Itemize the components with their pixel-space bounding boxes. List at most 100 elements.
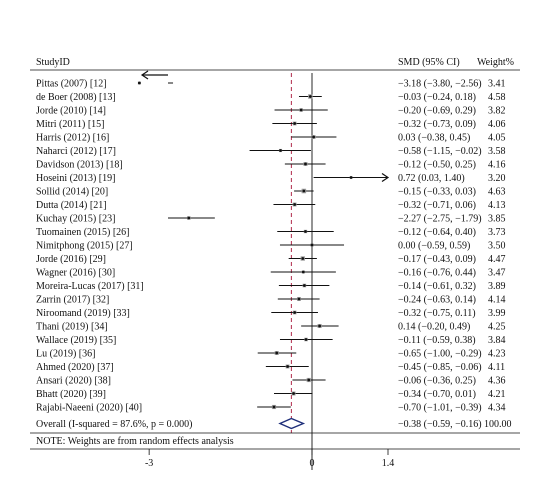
point-estimate [279, 149, 282, 152]
point-estimate [308, 95, 312, 98]
overall-label: Overall (I-squared = 87.6%, p = 0.000) [36, 419, 193, 430]
study-ci: −0.58 (−1.15, −0.02) [398, 146, 482, 157]
point-estimate [137, 81, 141, 85]
study-weight: 3.50 [488, 241, 506, 252]
study-ci: −0.17 (−0.43, 0.09) [398, 254, 476, 265]
study-row: Davidson (2013) [18] −0.12 (−0.50, 0.25) 4… [36, 160, 506, 171]
study-ci: 0.00 (−0.59, 0.59) [398, 241, 470, 252]
study-label: Bhatt (2020) [39] [36, 389, 106, 400]
study-ci: −0.70 (−1.01, −0.39) [398, 403, 482, 414]
study-weight: 4.47 [488, 254, 506, 265]
study-weight: 3.73 [488, 227, 506, 238]
study-row: Ansari (2020) [38] −0.06 (−0.36, 0.25) 4.3… [36, 376, 506, 387]
study-label: Harris (2012) [16] [36, 133, 109, 144]
study-ci: −0.03 (−0.24, 0.18) [398, 92, 476, 103]
study-weight: 4.06 [488, 119, 506, 130]
study-label: Wallace (2019) [35] [36, 335, 116, 346]
study-label: Moreira-Lucas (2017) [31] [36, 281, 144, 292]
point-estimate [299, 108, 303, 112]
point-estimate [349, 176, 353, 179]
study-row: Thani (2019) [34] 0.14 (−0.20, 0.49) 4.25 [36, 322, 506, 333]
header-study: StudyID [36, 57, 70, 68]
study-label: Davidson (2013) [18] [36, 160, 123, 171]
study-row: Bhatt (2020) [39] −0.34 (−0.70, 0.01) 4.21 [36, 389, 506, 400]
study-weight: 3.41 [488, 79, 506, 90]
study-weight: 4.36 [488, 376, 506, 387]
study-label: Nimitphong (2015) [27] [36, 241, 133, 252]
point-estimate [304, 230, 307, 233]
study-ci: −0.65 (−1.00, −0.29) [398, 349, 482, 360]
study-label: Sollid (2014) [20] [36, 187, 108, 198]
study-row: Naharci (2012) [17] −0.58 (−1.15, −0.02) 3… [36, 146, 506, 157]
study-row: Jorde (2016) [29] −0.17 (−0.43, 0.09) 4.47 [36, 254, 506, 265]
study-label: Ahmed (2020) [37] [36, 362, 114, 373]
study-weight: 3.85 [488, 214, 506, 225]
study-weight: 3.99 [488, 308, 506, 319]
study-row: Niroomand (2019) [33] −0.32 (−0.75, 0.11)… [36, 308, 506, 319]
study-label: Pittas (2007) [12] [36, 79, 107, 90]
header-effect: SMD (95% CI) [398, 57, 460, 68]
study-row: Pittas (2007) [12] −3.18 (−3.80, −2.56) 3.… [36, 70, 506, 90]
study-weight: 4.21 [488, 389, 506, 400]
point-estimate [312, 135, 316, 139]
overall-weight: 100.00 [484, 419, 512, 430]
study-row: Wagner (2016) [30] −0.16 (−0.76, 0.44) 3.4… [36, 268, 506, 279]
study-row: Sollid (2014) [20] −0.15 (−0.33, 0.03) 4.6… [36, 187, 506, 198]
study-ci: −0.12 (−0.64, 0.40) [398, 227, 476, 238]
study-weight: 3.89 [488, 281, 506, 292]
study-weight: 4.11 [488, 362, 505, 373]
study-label: Zarrin (2017) [32] [36, 295, 109, 306]
study-weight: 4.63 [488, 187, 506, 198]
point-estimate [304, 338, 308, 341]
arrow-head [140, 70, 149, 80]
study-ci: −0.32 (−0.71, 0.06) [398, 200, 476, 211]
point-estimate [318, 324, 321, 328]
study-row: Tuomainen (2015) [26] −0.12 (−0.64, 0.40)… [36, 227, 506, 238]
point-estimate [275, 351, 279, 355]
study-ci: −2.27 (−2.75, −1.79) [398, 214, 482, 225]
study-weight: 4.34 [488, 403, 506, 414]
study-label: Rajabi-Naeeni (2020) [40] [36, 403, 142, 414]
study-label: Hoseini (2013) [19] [36, 173, 115, 184]
point-estimate [302, 189, 306, 193]
study-ci: −0.32 (−0.75, 0.11) [398, 308, 476, 319]
x-tick-label: 0 [310, 458, 315, 469]
point-estimate [310, 243, 314, 247]
overall-diamond [278, 417, 306, 430]
point-estimate [286, 365, 289, 368]
study-ci: −0.11 (−0.59, 0.38) [398, 335, 476, 346]
study-label: Tuomainen (2015) [26] [36, 227, 130, 238]
study-ci: −0.32 (−0.73, 0.09) [398, 119, 476, 130]
point-estimate [304, 162, 307, 166]
x-axis: -3 0 1.4 [145, 449, 394, 469]
x-tick-label: 1.4 [382, 458, 395, 469]
study-label: Naharci (2012) [17] [36, 146, 116, 157]
study-ci: −0.14 (−0.61, 0.32) [398, 281, 476, 292]
point-estimate [297, 297, 301, 301]
study-weight: 3.47 [488, 268, 506, 279]
study-weight: 3.58 [488, 146, 506, 157]
study-row: Kuchay (2015) [23] −2.27 (−2.75, −1.79) 3.… [36, 214, 506, 225]
study-row: Wallace (2019) [35] −0.11 (−0.59, 0.38) 3.… [36, 335, 506, 346]
point-estimate [301, 270, 305, 274]
study-row: Harris (2012) [16] 0.03 (−0.38, 0.45) 4.05 [36, 133, 506, 144]
study-label: Jorde (2016) [29] [36, 254, 106, 265]
study-weight: 3.20 [488, 173, 506, 184]
study-weight: 4.14 [488, 295, 506, 306]
study-ci: 0.14 (−0.20, 0.49) [398, 322, 470, 333]
study-weight: 3.82 [488, 106, 506, 117]
study-weight: 4.25 [488, 322, 506, 333]
study-weight: 3.84 [488, 335, 506, 346]
study-label: Wagner (2016) [30] [36, 268, 115, 279]
header-weight: Weight% [477, 57, 514, 68]
point-estimate [293, 122, 297, 125]
study-row: Jorde (2010) [14] −0.20 (−0.69, 0.29) 3.82 [36, 106, 506, 117]
study-ci: −3.18 (−3.80, −2.56) [398, 79, 482, 90]
study-rows: Pittas (2007) [12] −3.18 (−3.80, −2.56) 3.… [36, 70, 506, 414]
study-row: Lu (2019) [36] −0.65 (−1.00, −0.29) 4.23 [36, 349, 506, 360]
study-weight: 4.23 [488, 349, 506, 360]
study-row: de Boer (2008) [13] −0.03 (−0.24, 0.18) 4.… [36, 92, 506, 103]
study-label: Kuchay (2015) [23] [36, 214, 115, 225]
study-weight: 4.05 [488, 133, 506, 144]
